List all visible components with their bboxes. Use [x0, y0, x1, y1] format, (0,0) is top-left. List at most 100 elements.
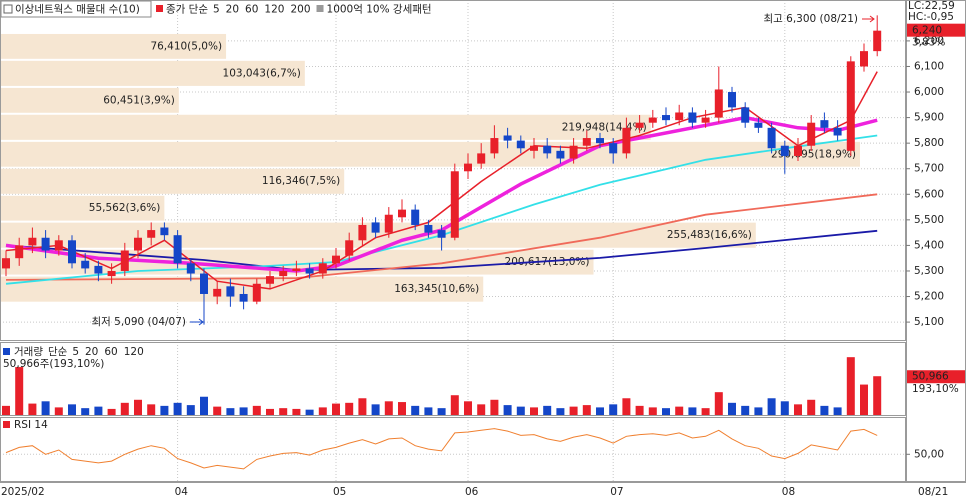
- last-price-change: 3,83%: [912, 37, 945, 49]
- volume-bar: [569, 406, 578, 415]
- volume-profile-label: 219,948(14,4%): [562, 121, 647, 133]
- last-volume-box: [907, 370, 965, 384]
- volume-panel-frame: [0, 342, 906, 416]
- candle-body: [2, 258, 10, 269]
- candle-body: [569, 145, 578, 159]
- volume-profile-band: [0, 141, 860, 167]
- volume-bar: [437, 408, 446, 415]
- volume-profile-label: 255,483(16,6%): [667, 229, 752, 241]
- volume-bar: [530, 407, 538, 415]
- volume-legend-entry: 20: [85, 346, 98, 358]
- y-tick-label: 5,100: [914, 316, 944, 328]
- volume-profile-label: 290,695(18,9%): [771, 148, 856, 160]
- y-tick-label: 5,900: [914, 112, 944, 124]
- candle-body: [767, 127, 776, 149]
- volume-bar: [292, 408, 301, 415]
- candle-body: [622, 127, 631, 154]
- candle-body: [318, 263, 327, 274]
- volume-bar: [622, 398, 631, 415]
- volume-bar: [213, 406, 222, 415]
- legend-entry: 20: [226, 4, 239, 16]
- volume-bar: [107, 408, 116, 415]
- candle-body: [701, 117, 710, 123]
- volume-bar: [582, 405, 591, 415]
- candle-body: [464, 163, 472, 172]
- candle-body: [411, 209, 420, 225]
- candle-body: [226, 286, 235, 297]
- volume-bar: [398, 402, 406, 415]
- volume-bar: [384, 401, 393, 415]
- candle-body: [252, 283, 261, 302]
- candle-body: [134, 237, 142, 251]
- volume-bar: [820, 405, 829, 415]
- candle-body: [873, 30, 882, 52]
- volume-bar: [860, 384, 868, 415]
- volume-bar: [68, 404, 76, 415]
- rsi-panel-frame: [0, 417, 906, 482]
- rsi-title: RSI 14: [14, 419, 48, 431]
- candle-body: [714, 89, 723, 118]
- candle-body: [68, 240, 76, 264]
- x-tick-label: 06: [465, 486, 479, 498]
- volume-bar: [794, 404, 802, 415]
- x-tick-label: 08: [782, 486, 795, 498]
- volume-bar: [675, 406, 684, 415]
- volume-profile-label: 60,451(3,9%): [103, 94, 175, 106]
- candle-body: [279, 270, 288, 277]
- y-tick-label: 5,600: [914, 188, 944, 200]
- candle-body: [833, 127, 842, 136]
- last-volume-change: 193,10%: [912, 383, 959, 395]
- candle-body: [186, 263, 195, 274]
- volume-bar: [332, 403, 340, 415]
- candle-body: [345, 240, 354, 256]
- y-tick-label: 5,800: [914, 137, 944, 149]
- volume-bar: [279, 408, 288, 415]
- candle-body: [398, 209, 406, 218]
- volume-bar: [411, 405, 420, 415]
- candle-body: [239, 293, 248, 302]
- volume-bar: [688, 407, 697, 415]
- volume-bar: [464, 401, 472, 415]
- volume-bar: [120, 402, 129, 415]
- volume-bar: [833, 407, 842, 415]
- hc-label: HC:-0,95: [908, 11, 954, 23]
- volume-bar: [2, 405, 10, 415]
- volume-bar: [662, 408, 670, 415]
- candle-body: [147, 230, 156, 238]
- volume-profile-band: [0, 195, 165, 221]
- candle-body: [675, 112, 684, 121]
- y-tick-label: 6,100: [914, 60, 944, 72]
- volume-bar: [173, 402, 182, 415]
- volume-bar: [371, 404, 380, 415]
- volume-bar: [134, 399, 142, 415]
- candle-body: [81, 260, 90, 269]
- legend-marker: [316, 5, 324, 12]
- volume-subtitle: 50,966주(193,10%): [3, 358, 104, 370]
- volume-bar: [424, 407, 433, 415]
- last-price-label: 6,240: [912, 25, 942, 37]
- candle-body: [292, 268, 301, 271]
- candle-body: [728, 92, 736, 108]
- candle-body: [160, 227, 169, 236]
- candle-body: [28, 237, 37, 246]
- last-volume-label: 50,966: [912, 371, 949, 383]
- volume-bar: [318, 407, 327, 415]
- volume-bar: [648, 407, 657, 415]
- x-tick-label: 05: [333, 486, 346, 498]
- candle-body: [596, 138, 604, 144]
- x-tick-label: 2025/02: [1, 486, 45, 498]
- volume-ma-label: 단순: [48, 346, 68, 358]
- candle-body: [860, 51, 868, 67]
- x-tick-label: 07: [610, 486, 623, 498]
- volume-profile-label: 103,043(6,7%): [223, 67, 301, 79]
- candle-body: [15, 245, 24, 259]
- volume-legend-entry: 5: [72, 346, 79, 358]
- candle-body: [332, 255, 340, 264]
- candle-body: [582, 138, 591, 146]
- candle-body: [807, 122, 816, 146]
- volume-profile-band: [0, 114, 651, 140]
- legend-entry: 5: [213, 4, 220, 16]
- candle-body: [780, 145, 789, 156]
- title-box: [0, 0, 152, 18]
